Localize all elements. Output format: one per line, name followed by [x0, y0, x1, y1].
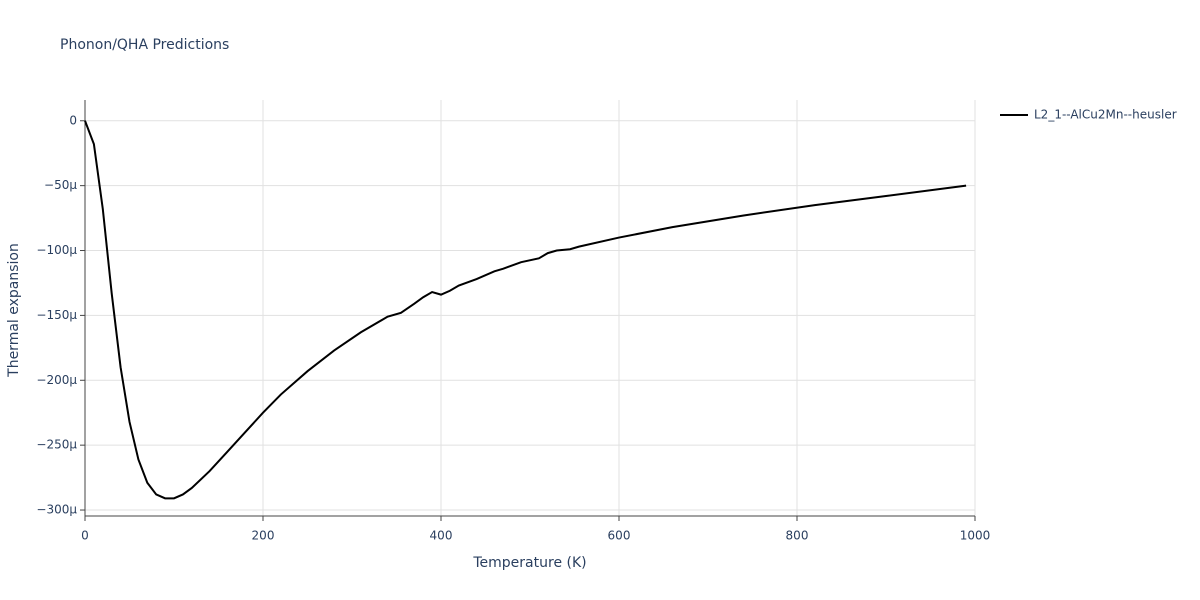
y-axis-label: Thermal expansion: [6, 243, 22, 378]
x-axis-label: Temperature (K): [472, 555, 586, 571]
y-tick-label: −200μ: [36, 373, 77, 387]
line: [84, 120, 967, 500]
x-tick-label: 600: [608, 529, 631, 543]
x-tick-label: 200: [252, 529, 275, 543]
x-tick-label: 0: [81, 529, 89, 543]
y-tick-label: 0: [69, 113, 77, 127]
y-tick-label: −50μ: [44, 178, 77, 192]
y-tick-label: −300μ: [36, 503, 77, 517]
x-tick-label: 400: [430, 529, 453, 543]
legend-label: L2_1--AlCu2Mn--heusler: [1034, 108, 1177, 122]
y-tick-label: −250μ: [36, 438, 77, 452]
chart-title: Phonon/QHA Predictions: [60, 37, 229, 53]
y-tick-label: −150μ: [36, 308, 77, 322]
y-tick-label: −100μ: [36, 243, 77, 257]
x-tick-label: 1000: [960, 529, 991, 543]
x-tick-label: 800: [786, 529, 809, 543]
